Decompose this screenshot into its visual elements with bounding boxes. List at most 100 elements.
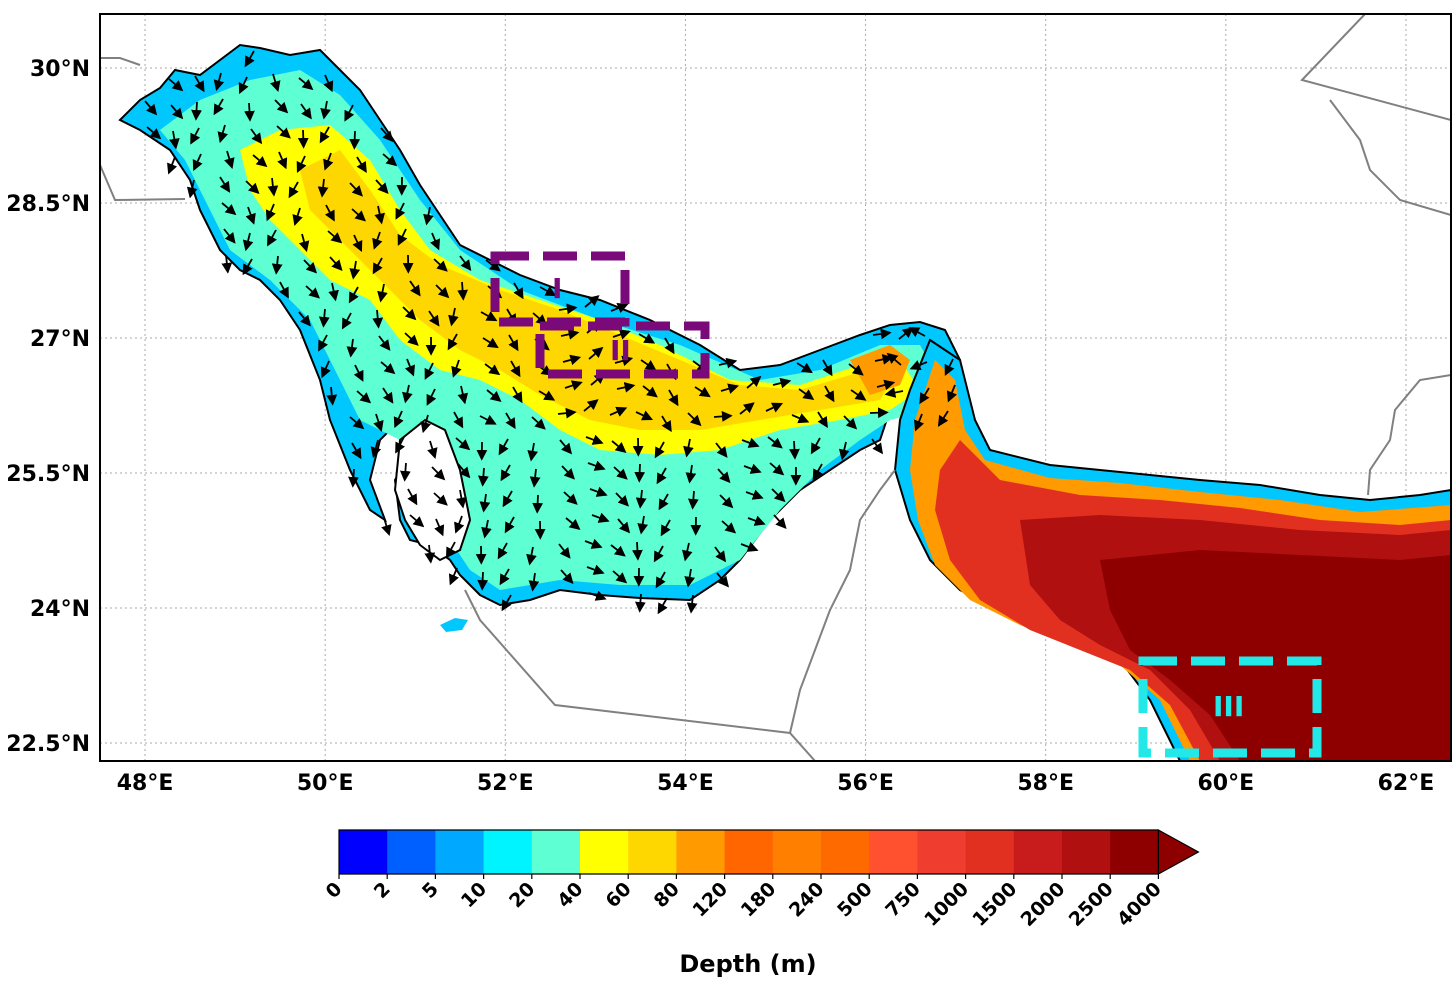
current-arrow [433, 258, 448, 272]
current-arrow [271, 255, 283, 275]
current-arrow [767, 436, 783, 449]
colorbar-tick-label: 10 [457, 878, 491, 912]
current-arrow [876, 379, 896, 391]
current-arrow [213, 72, 225, 92]
colorbar-tick-label: 60 [601, 878, 635, 912]
colorbar-tick-label: 1000 [920, 878, 973, 931]
current-arrow [397, 228, 408, 246]
current-arrow [344, 104, 355, 122]
colorbar-cell [580, 830, 629, 874]
current-arrow [944, 358, 955, 376]
current-arrow [323, 74, 334, 93]
current-arrow [477, 467, 489, 487]
current-arrow [352, 234, 363, 253]
current-arrow [186, 179, 198, 199]
current-arrow [320, 100, 331, 120]
plot-frame [99, 13, 1452, 762]
current-arrow [564, 380, 583, 391]
current-arrow [510, 360, 521, 378]
current-arrow [642, 385, 658, 398]
current-arrow [146, 126, 162, 140]
current-arrow [585, 434, 604, 445]
current-arrow [423, 206, 434, 226]
current-arrow [588, 346, 604, 360]
colorbar-cell [483, 830, 533, 874]
current-arrow [502, 490, 513, 508]
current-arrow [453, 411, 464, 429]
current-arrow [683, 438, 694, 458]
current-arrow [277, 151, 288, 170]
current-arrow [252, 154, 268, 168]
current-arrow [612, 570, 628, 584]
current-arrow [428, 310, 440, 327]
current-arrow [501, 594, 512, 612]
current-arrow [681, 542, 693, 562]
colorbar-tick-label: 0 [322, 878, 347, 903]
current-arrow [457, 281, 468, 301]
current-arrow [718, 357, 738, 369]
current-arrow [426, 388, 437, 406]
current-arrow [610, 303, 629, 314]
current-arrow [221, 202, 237, 216]
current-arrow [378, 335, 391, 351]
current-arrow [661, 415, 672, 433]
lon-tick-label: 50°E [297, 771, 354, 796]
current-arrow [245, 206, 256, 225]
current-arrow [610, 544, 626, 557]
current-arrow [296, 155, 307, 173]
current-arrow [668, 389, 679, 407]
current-arrow [563, 491, 578, 505]
current-arrow [424, 544, 436, 564]
region-label-ii: II [610, 334, 631, 367]
current-arrow [886, 352, 902, 366]
current-arrow [276, 125, 291, 139]
current-arrow [746, 375, 762, 389]
current-arrow [560, 569, 574, 585]
current-arrow [500, 464, 511, 482]
current-arrow [445, 541, 456, 559]
current-arrow [242, 232, 254, 252]
current-arrow [356, 156, 367, 174]
current-arrow [504, 516, 515, 534]
current-arrow [884, 387, 904, 398]
current-arrow [372, 309, 384, 329]
current-arrow [380, 127, 394, 143]
colorbar-tick-label: 5 [418, 878, 443, 903]
current-arrow [245, 180, 260, 195]
current-arrow [529, 468, 541, 488]
current-arrow [685, 464, 697, 484]
lat-tick-label: 22.5°N [6, 732, 90, 757]
current-arrow [395, 202, 406, 220]
current-arrow [448, 307, 459, 327]
colorbar-tick-label: 750 [881, 878, 925, 922]
current-arrow [349, 130, 361, 150]
current-arrow [587, 460, 606, 471]
depth-colorbar: 0 2 5 10 20 40 60 80 120 180 240 500 750100015002000… [322, 828, 1200, 978]
current-arrow [238, 76, 249, 95]
current-arrow [843, 415, 858, 430]
colorbar-outline [338, 829, 1159, 875]
current-arrow [532, 494, 544, 514]
current-arrow [717, 468, 731, 484]
current-arrow [769, 462, 785, 476]
current-arrow [265, 203, 276, 222]
current-arrow [351, 208, 366, 222]
current-arrow [373, 413, 384, 432]
current-arrow [305, 285, 320, 299]
current-arrow [270, 73, 281, 93]
current-arrow [745, 489, 764, 500]
current-arrow [497, 542, 508, 560]
current-arrow [584, 538, 603, 549]
current-arrow [817, 411, 828, 428]
colorbar-tick-label: 20 [505, 878, 539, 912]
current-arrow [349, 260, 361, 280]
current-arrow [409, 514, 425, 528]
current-arrow [168, 130, 180, 150]
current-arrow [584, 295, 600, 308]
current-arrow [872, 328, 892, 340]
current-arrow [434, 518, 445, 537]
current-arrow [539, 286, 557, 297]
current-arrow [348, 468, 359, 488]
current-arrow [424, 362, 435, 380]
